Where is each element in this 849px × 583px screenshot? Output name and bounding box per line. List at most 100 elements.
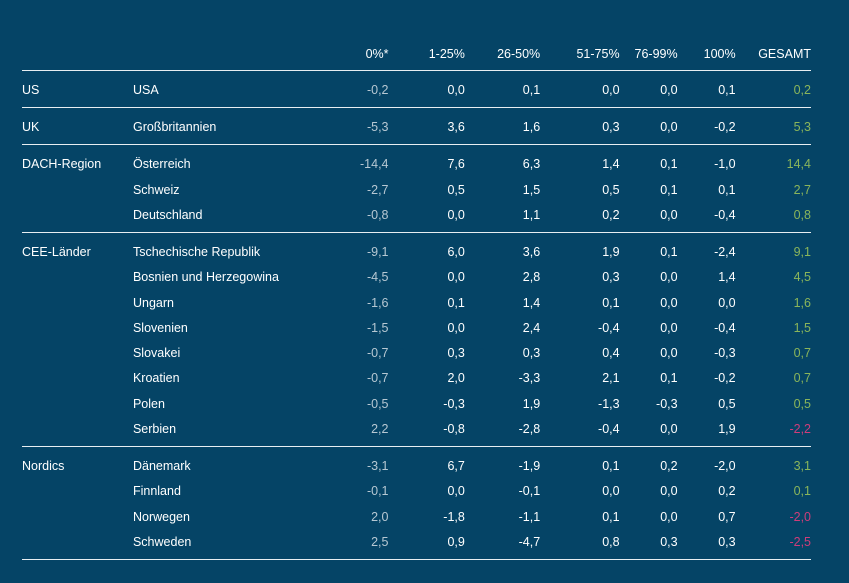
total-cell: 1,5 <box>793 320 811 335</box>
table-row: Nordics Dänemark -3,1 6,7 -1,9 0,1 0,2 -2,0 3,1 <box>22 446 811 479</box>
value-cell: 0,0 <box>660 120 678 134</box>
country-label: Tschechische Republik <box>132 244 261 259</box>
column-header: 0%* <box>365 47 389 61</box>
value-cell: 2,0 <box>447 371 465 386</box>
table-group: DACH-Region Österreich -14,4 7,6 6,3 1,4 0,1 -1… <box>22 144 811 233</box>
column-header: 76-99% <box>634 47 678 61</box>
value-cell: 2,2 <box>371 422 389 437</box>
value-cell: -0,3 <box>714 346 736 361</box>
header-region <box>22 40 133 71</box>
value-cell: -0,1 <box>366 484 389 499</box>
value-cell: -9,1 <box>366 244 389 259</box>
value-cell: -1,5 <box>366 320 389 335</box>
value-cell: -0,4 <box>598 320 620 335</box>
value-cell: 0,9 <box>447 534 465 549</box>
value-cell: -0,4 <box>598 422 620 437</box>
value-cell: -0,2 <box>714 371 736 386</box>
total-cell: 14,4 <box>786 157 811 171</box>
total-cell: 0,7 <box>793 346 811 361</box>
value-cell: 0,1 <box>602 458 620 473</box>
region-label <box>22 529 133 559</box>
value-cell: -3,1 <box>366 458 389 473</box>
header-country <box>133 40 316 71</box>
region-label <box>22 177 133 202</box>
region-label: CEE-Länder <box>22 244 91 259</box>
country-label: Dänemark <box>132 458 191 473</box>
value-cell: 1,9 <box>522 396 541 411</box>
value-cell: 0,0 <box>447 484 465 499</box>
value-cell: 6,3 <box>522 157 541 171</box>
total-cell: 2,7 <box>793 182 811 197</box>
value-cell: 6,7 <box>447 458 465 473</box>
country-label: Schweiz <box>132 182 180 197</box>
value-cell: 3,6 <box>522 244 541 259</box>
column-header: GESAMT <box>758 47 811 61</box>
table-row: Norwegen 2,0 -1,8 -1,1 0,1 0,0 0,7 -2,0 <box>22 504 811 529</box>
country-label: Slovenien <box>132 320 188 335</box>
table-group: UK Großbritannien -5,3 3,6 1,6 0,3 0,0 -0,2 5,3 <box>22 107 811 145</box>
value-cell: 7,6 <box>447 157 465 171</box>
table-row: Schweden 2,5 0,9 -4,7 0,8 0,3 0,3 -2,5 <box>22 529 811 559</box>
table-group: Nordics Dänemark -3,1 6,7 -1,9 0,1 0,2 -2,0 3,1 F… <box>22 446 811 560</box>
region-label <box>22 391 133 416</box>
total-cell: 0,5 <box>793 396 811 411</box>
table-group: CEE-Länder Tschechische Republik -9,1 6,0 3,… <box>22 232 811 446</box>
table-row: DACH-Region Österreich -14,4 7,6 6,3 1,4 0,1 -1… <box>22 145 811 178</box>
value-cell: 0,0 <box>602 83 620 97</box>
country-label: Slovakei <box>132 346 181 361</box>
value-cell: 0,3 <box>522 346 541 361</box>
value-cell: 0,1 <box>602 295 620 310</box>
value-cell: 0,3 <box>660 534 678 549</box>
value-cell: -2,4 <box>714 244 736 259</box>
table-row: US USA -0,2 0,0 0,1 0,0 0,0 0,1 0,2 <box>22 71 811 108</box>
total-cell: -2,2 <box>789 422 811 437</box>
region-label <box>22 366 133 391</box>
value-cell: 0,0 <box>660 346 678 361</box>
value-cell: 1,9 <box>602 244 620 259</box>
table-row: Schweiz -2,7 0,5 1,5 0,5 0,1 0,1 2,7 <box>22 177 811 202</box>
value-cell: 0,0 <box>660 484 678 499</box>
country-label: Kroatien <box>132 371 180 386</box>
value-cell: 2,5 <box>371 534 389 549</box>
region-label: UK <box>22 120 40 134</box>
value-cell: 0,1 <box>718 182 736 197</box>
country-label: Bosnien und Herzegowina <box>132 270 279 285</box>
value-cell: 0,5 <box>718 396 736 411</box>
value-cell: 0,1 <box>447 295 465 310</box>
value-cell: 0,0 <box>660 83 678 97</box>
value-cell: 1,4 <box>602 157 620 171</box>
value-cell: 0,0 <box>660 295 678 310</box>
value-cell: 2,4 <box>522 320 541 335</box>
value-cell: 0,1 <box>660 244 678 259</box>
value-cell: 0,1 <box>718 83 736 97</box>
value-cell: -2,7 <box>366 182 389 197</box>
value-cell: -0,8 <box>366 207 389 222</box>
table-row: Finnland -0,1 0,0 -0,1 0,0 0,0 0,2 0,1 <box>22 479 811 504</box>
country-label: Schweden <box>132 534 192 549</box>
value-cell: -14,4 <box>360 157 389 171</box>
value-cell: 0,5 <box>447 182 465 197</box>
region-label <box>22 416 133 446</box>
total-cell: 0,8 <box>793 207 811 222</box>
value-cell: -0,5 <box>366 396 389 411</box>
value-cell: -0,4 <box>714 207 736 222</box>
table-row: Slovakei -0,7 0,3 0,3 0,4 0,0 -0,3 0,7 <box>22 340 811 365</box>
region-label <box>22 290 133 315</box>
country-label: Großbritannien <box>132 120 217 134</box>
table-group: US USA -0,2 0,0 0,1 0,0 0,0 0,1 0,2 <box>22 70 811 108</box>
total-cell: 4,5 <box>793 270 811 285</box>
value-cell: -4,7 <box>518 534 541 549</box>
value-cell: 0,3 <box>718 534 736 549</box>
country-label: USA <box>132 83 159 97</box>
table-container: 0%* 1-25% 26-50% 51-75% 76-99% 100% GESAMT US U… <box>22 40 811 560</box>
value-cell: -0,8 <box>443 422 465 437</box>
value-cell: -2,0 <box>714 458 736 473</box>
total-cell: 3,1 <box>793 458 811 473</box>
value-cell: 0,0 <box>447 270 465 285</box>
value-cell: 0,0 <box>447 320 465 335</box>
value-cell: -0,2 <box>366 83 389 97</box>
value-cell: 1,5 <box>522 182 541 197</box>
table-row: Ungarn -1,6 0,1 1,4 0,1 0,0 0,0 1,6 <box>22 290 811 315</box>
value-cell: 0,0 <box>660 270 678 285</box>
column-header: 1-25% <box>428 47 465 61</box>
